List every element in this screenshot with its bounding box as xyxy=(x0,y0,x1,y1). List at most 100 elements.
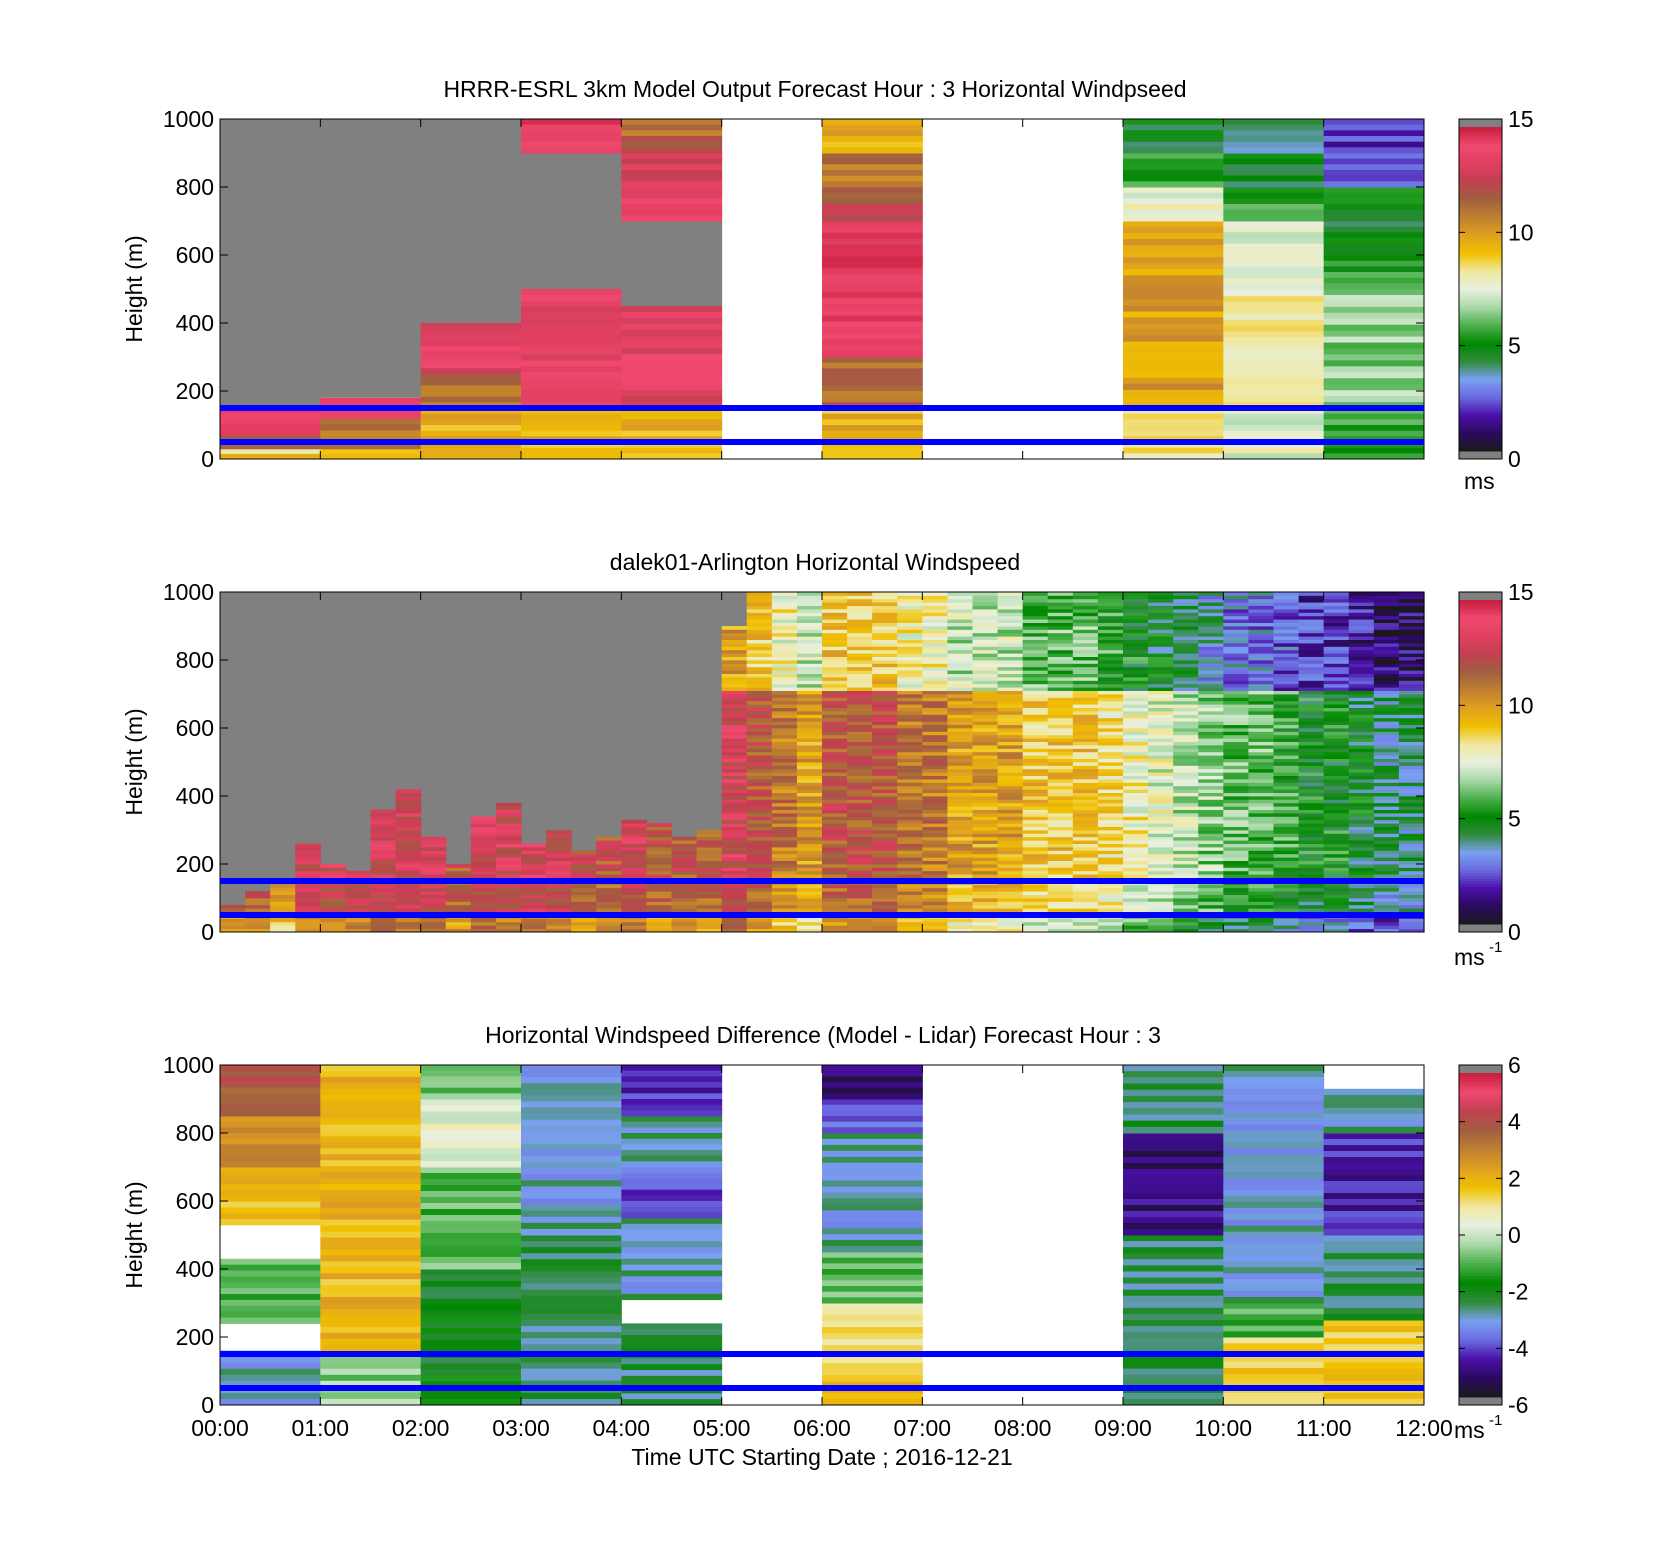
heatmap-cell xyxy=(1223,677,1250,681)
heatmap-cell xyxy=(1223,697,1250,702)
heatmap-cell xyxy=(822,843,848,848)
heatmap-cell xyxy=(922,751,949,756)
heatmap-cell xyxy=(972,751,999,756)
heatmap-cell xyxy=(1323,785,1350,790)
colorbar-swatch xyxy=(1459,1235,1502,1239)
heatmap-cell xyxy=(470,816,497,821)
heatmap-cell xyxy=(822,141,923,148)
heatmap-cell xyxy=(746,660,773,664)
heatmap-cell xyxy=(972,874,999,878)
heatmap-cell xyxy=(571,884,597,889)
colorbar-swatch xyxy=(1459,1294,1502,1298)
heatmap-cell xyxy=(922,867,949,872)
heatmap-cell xyxy=(721,714,748,719)
heatmap-cell xyxy=(1123,1283,1224,1291)
colorbar-swatch xyxy=(1459,154,1502,158)
heatmap-cell xyxy=(922,646,949,651)
heatmap-cell xyxy=(671,887,698,892)
heatmap-cell xyxy=(1223,1231,1325,1239)
colorbar-swatch xyxy=(1459,1218,1502,1222)
heatmap-cell xyxy=(420,425,522,432)
heatmap-cell xyxy=(1323,904,1350,909)
heatmap-cell xyxy=(1173,928,1199,933)
heatmap-cell xyxy=(822,1116,923,1123)
x-tick-label: 12:00 xyxy=(1395,1415,1453,1441)
heatmap-cell xyxy=(1273,609,1300,613)
heatmap-cell xyxy=(1223,158,1325,165)
heatmap-cell xyxy=(220,904,246,909)
heatmap-cell xyxy=(1047,870,1074,875)
heatmap-cell xyxy=(1123,847,1149,851)
heatmap-cell xyxy=(947,836,974,841)
heatmap-cell xyxy=(1072,751,1099,756)
heatmap-cell xyxy=(897,622,923,627)
heatmap-cell xyxy=(320,1124,422,1131)
heatmap-cell xyxy=(621,153,723,160)
heatmap-cell xyxy=(1223,215,1325,222)
panel-lidar-windspeed: dalek01-Arlington Horizontal Windspeed 0… xyxy=(121,549,1534,970)
heatmap-cell xyxy=(646,867,673,872)
heatmap-cell xyxy=(922,632,949,637)
heatmap-cell xyxy=(1223,745,1250,749)
heatmap-cell xyxy=(1273,768,1300,773)
heatmap-cell xyxy=(1298,697,1325,702)
heatmap-cell xyxy=(1323,1107,1425,1115)
heatmap-cell xyxy=(822,1315,923,1322)
colorbar-swatch xyxy=(1459,678,1502,682)
heatmap-cell xyxy=(1298,768,1325,773)
heatmap-cell xyxy=(1248,843,1275,848)
heatmap-cell xyxy=(1248,809,1275,814)
heatmap-cell xyxy=(1072,649,1099,654)
heatmap-cell xyxy=(521,1265,622,1272)
heatmap-cell xyxy=(972,598,999,603)
heatmap-cell xyxy=(470,901,497,906)
heatmap-cell xyxy=(1022,609,1049,613)
heatmap-cell xyxy=(796,843,823,848)
heatmap-cell xyxy=(1323,1362,1425,1370)
heatmap-cell xyxy=(1198,615,1224,620)
heatmap-cell xyxy=(220,1368,321,1376)
heatmap-cell xyxy=(220,1121,321,1128)
heatmap-cell xyxy=(1273,860,1300,865)
heatmap-cell xyxy=(822,430,923,437)
heatmap-cell xyxy=(1022,660,1049,664)
heatmap-cell xyxy=(1298,847,1325,851)
heatmap-cell xyxy=(922,704,949,708)
heatmap-cell xyxy=(370,843,397,848)
heatmap-cell xyxy=(596,857,622,861)
heatmap-cell xyxy=(997,816,1024,821)
heatmap-cell xyxy=(1123,1083,1224,1091)
heatmap-cell xyxy=(420,1381,522,1388)
heatmap-cell xyxy=(1398,728,1425,732)
heatmap-cell xyxy=(1398,609,1425,613)
heatmap-cell xyxy=(822,1150,923,1158)
heatmap-cell xyxy=(495,904,522,909)
heatmap-cell xyxy=(295,908,321,912)
heatmap-cell xyxy=(1072,816,1099,821)
heatmap-cell xyxy=(1398,799,1425,804)
heatmap-cell xyxy=(897,857,923,861)
heatmap-cell xyxy=(1097,908,1124,912)
heatmap-cell xyxy=(1047,918,1074,923)
heatmap-cell xyxy=(420,1280,522,1288)
heatmap-cell xyxy=(220,1270,321,1277)
heatmap-cell xyxy=(1248,598,1275,603)
heatmap-cell xyxy=(1273,731,1300,736)
heatmap-cell xyxy=(847,673,873,678)
heatmap-cell xyxy=(1323,147,1425,154)
heatmap-cell xyxy=(1373,602,1400,606)
heatmap-cell xyxy=(696,857,723,861)
colorbar-swatch xyxy=(1459,1132,1502,1136)
heatmap-cell xyxy=(796,704,823,708)
heatmap-cell xyxy=(822,626,848,630)
heatmap-cell xyxy=(1373,830,1400,834)
heatmap-cell xyxy=(972,602,999,606)
heatmap-cell xyxy=(621,894,648,899)
heatmap-cell xyxy=(1273,823,1300,827)
heatmap-cell xyxy=(1148,867,1174,872)
heatmap-cell xyxy=(771,867,798,872)
heatmap-cell xyxy=(822,690,848,695)
heatmap-cell xyxy=(1097,813,1124,817)
heatmap-cell xyxy=(495,921,522,926)
heatmap-cell xyxy=(1323,453,1425,460)
